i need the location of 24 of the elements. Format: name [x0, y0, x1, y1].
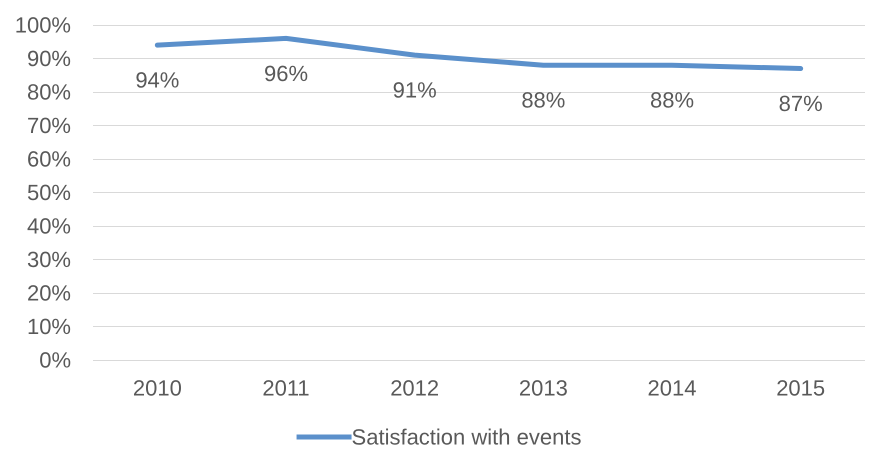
x-tick-label: 2013 [518, 376, 568, 400]
x-tick-label: 2012 [390, 376, 440, 400]
legend-label: Satisfaction with events [352, 424, 582, 450]
data-label: 88% [650, 88, 694, 113]
y-tick-label: 90% [26, 46, 71, 71]
x-tick-label: 2015 [776, 376, 826, 400]
x-tick-label: 2014 [648, 376, 696, 400]
y-tick-label: 0% [39, 348, 71, 372]
y-tick-label: 20% [26, 280, 71, 306]
y-tick-label: 100% [14, 12, 71, 38]
y-tick-label: 50% [26, 180, 71, 205]
data-label: 96% [264, 60, 308, 86]
data-label: 94% [135, 68, 180, 93]
data-label: 91% [392, 78, 437, 103]
y-tick-label: 30% [26, 247, 71, 272]
x-tick-label: 2011 [262, 376, 310, 400]
y-tick-label: 80% [26, 80, 71, 104]
x-tick-label: 2010 [132, 376, 182, 400]
y-tick-label: 10% [26, 314, 71, 339]
y-tick-label: 40% [26, 214, 71, 238]
data-label: 88% [521, 88, 566, 113]
data-label: 87% [778, 91, 823, 116]
y-tick-label: 70% [26, 113, 71, 138]
y-tick-label: 60% [26, 146, 71, 172]
